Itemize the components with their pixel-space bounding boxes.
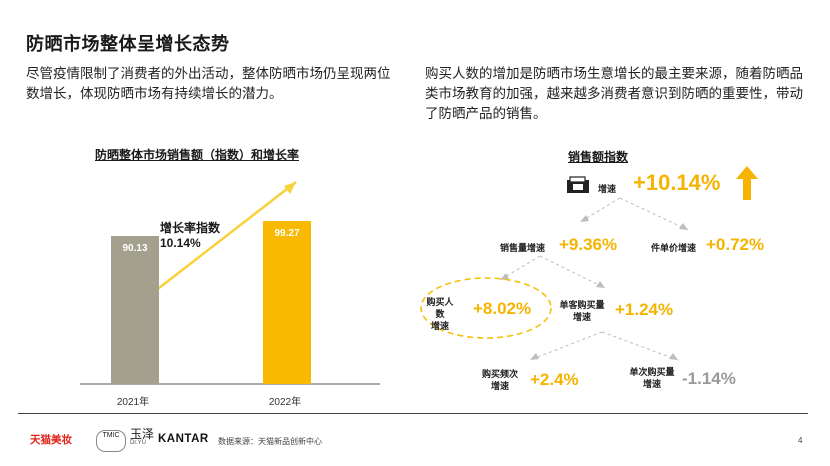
frequency-label: 购买频次 增速	[478, 368, 522, 392]
brand-yuze-text: 玉泽	[130, 427, 155, 441]
bar-value-2021: 90.13	[122, 242, 148, 254]
growth-annotation-value: 10.14%	[160, 236, 201, 250]
unit-price-label: 件单价增速	[651, 243, 697, 253]
root-value: +10.14%	[633, 170, 721, 195]
chart-title: 防晒整体市场销售额（指数）和增长率	[95, 148, 300, 162]
per-customer-label: 单客购买量 增速	[556, 299, 608, 323]
per-purchase-value: -1.14%	[682, 369, 736, 388]
bar-value-2022: 99.27	[274, 227, 300, 239]
wallet-icon	[567, 176, 589, 193]
brand-yuze: 玉泽 Dr.YU	[130, 428, 154, 447]
per-customer-label-line2: 增速	[572, 312, 591, 322]
brand-kantar: KANTAR	[158, 433, 209, 445]
per-customer-label-line1: 单客购买量	[559, 300, 605, 310]
bar-2022	[263, 220, 311, 384]
per-customer-value: +1.24%	[615, 300, 674, 319]
description-left: 尽管疫情限制了消费者的外出活动，整体防晒市场仍呈现两位数增长，体现防晒市场有持续…	[26, 66, 391, 101]
per-purchase-label-line2: 增速	[642, 379, 661, 389]
x-tick-2021: 2021年	[116, 397, 150, 408]
growth-annotation-label: 增长率指数	[160, 221, 221, 235]
buyers-value: +8.02%	[473, 299, 532, 318]
buyers-label: 购买人数 增速	[423, 296, 457, 332]
brand-tmic-logo: TMIC	[96, 430, 126, 452]
frequency-value: +2.4%	[530, 370, 579, 389]
growth-arrowhead	[284, 182, 296, 194]
brand-tmic-text: TMIC	[102, 432, 120, 439]
sales-chart	[80, 181, 380, 385]
frequency-label-line1: 购买频次	[481, 369, 518, 379]
tree-connectors	[420, 197, 689, 361]
tree-title: 销售额指数	[568, 150, 629, 164]
buyers-label-line2: 增速	[430, 321, 449, 331]
brand-tmall-beauty-text: 天猫美妆	[30, 434, 72, 446]
description-right: 购买人数的增加是防晒市场生意增长的最主要来源，随着防晒品类市场教育的加强，越来越…	[425, 66, 803, 121]
sales-volume-value: +9.36%	[559, 235, 618, 254]
x-tick-2022: 2022年	[268, 397, 302, 408]
page-title: 防晒市场整体呈增长态势	[26, 34, 230, 54]
arrow-up-icon	[736, 166, 758, 200]
per-purchase-label-line1: 单次购买量	[629, 367, 675, 377]
frequency-label-line2: 增速	[490, 381, 509, 391]
growth-annotation: 增长率指数 10.14%	[160, 221, 250, 251]
highlight-ellipse	[420, 277, 552, 339]
root-label: 增速	[598, 184, 617, 194]
buyers-label-line1: 购买人数	[426, 297, 454, 319]
bar-2021	[111, 235, 159, 384]
unit-price-value: +0.72%	[706, 235, 765, 254]
page-number: 4	[798, 436, 803, 445]
per-purchase-label: 单次购买量 增速	[623, 366, 681, 390]
sales-volume-label: 销售量增速	[500, 243, 546, 253]
brand-yuze-sub: Dr.YU	[130, 440, 147, 446]
data-source: 数据来源：天猫新品创新中心	[218, 437, 322, 446]
brand-tmall-beauty: 天猫美妆	[30, 432, 72, 447]
footer-divider	[18, 413, 808, 414]
